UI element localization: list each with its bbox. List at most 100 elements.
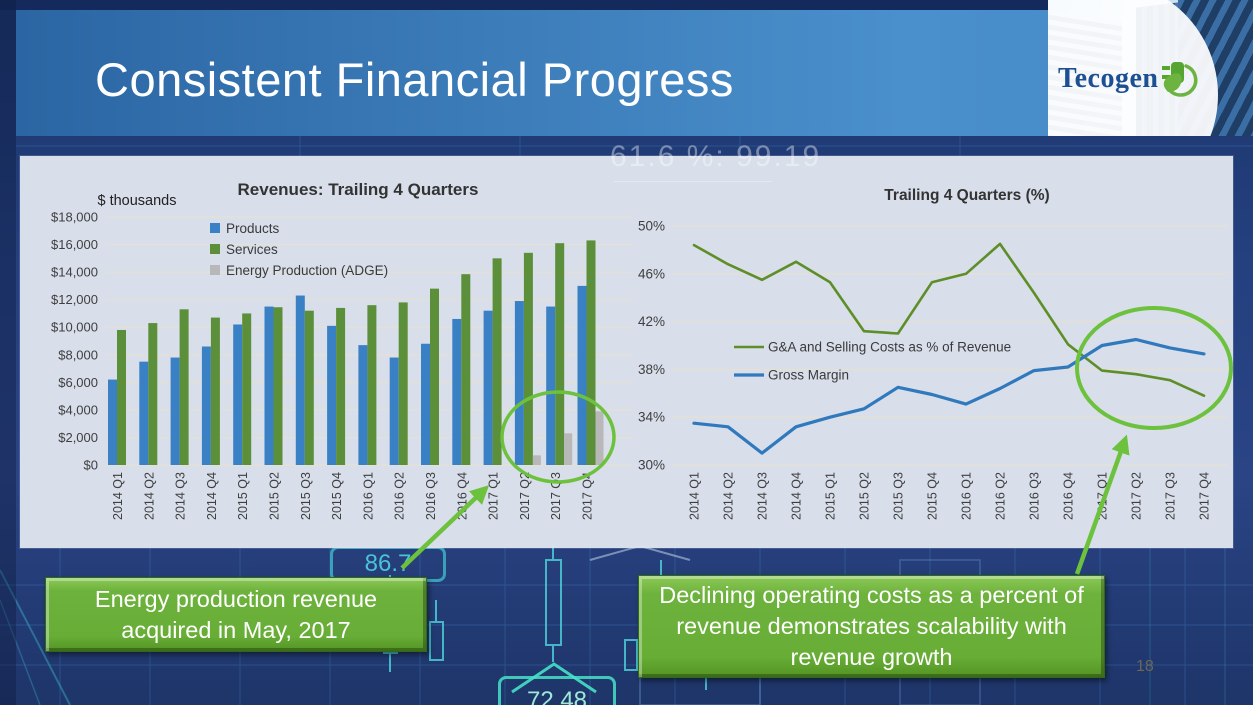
x-tick-label: 2017 Q4: [1198, 472, 1212, 520]
bar-services-2014-q1: [117, 329, 126, 465]
x-tick-label: 2017 Q1: [487, 472, 501, 520]
bar-services-2017-q1: [492, 258, 502, 465]
legend-label: Products: [226, 221, 280, 236]
bar-products-2014-q2: [139, 361, 149, 465]
x-tick-label: 2014 Q1: [111, 472, 125, 520]
y-tick-label: $14,000: [51, 265, 98, 280]
bar-services-2016-q2: [398, 302, 408, 465]
bar-chart-unit-label: $ thousands: [97, 193, 176, 209]
bar-products-2015-q3: [295, 295, 305, 465]
callout-energy-production: Energy production revenue acquired in Ma…: [45, 577, 427, 652]
y-tick-label: 42%: [638, 314, 665, 329]
legend-swatch: [210, 265, 220, 275]
bar-products-2016-q1: [358, 345, 368, 465]
x-tick-label: 2015 Q1: [824, 472, 838, 520]
background-ticker-text: 61.6 %: 99.19: [610, 140, 822, 173]
background-ticker-underline: [614, 181, 772, 182]
bar-services-2015-q1: [242, 313, 252, 465]
x-tick-label: 2014 Q2: [722, 472, 736, 520]
bar-products-2017-q4: [577, 285, 587, 465]
bar-services-2014-q4: [210, 317, 220, 465]
revenue-bar-chart: $0 $2,000 $4,000 $6,000 $8,000 $10,000 $12,000…: [51, 180, 632, 520]
x-tick-label: 2014 Q4: [790, 472, 804, 520]
bar-products-2015-q2: [264, 306, 274, 465]
bar-products-2016-q3: [421, 343, 430, 465]
bar-products-2014-q3: [170, 357, 180, 465]
x-tick-label: 2014 Q4: [205, 472, 219, 520]
y-tick-label: $10,000: [51, 320, 98, 335]
x-tick-label: 2017 Q3: [549, 472, 563, 520]
callout-operating-costs-text: Declining operating costs as a percent o…: [659, 582, 1084, 670]
bar-services-2017-q3: [555, 243, 565, 465]
y-tick-label: $12,000: [51, 292, 98, 307]
y-tick-label: 34%: [638, 410, 665, 425]
x-tick-label: 2015 Q3: [299, 472, 313, 520]
x-tick-label: 2014 Q1: [688, 472, 702, 520]
bar-services-2016-q3: [430, 288, 439, 465]
x-tick-label: 2017 Q1: [1096, 472, 1110, 520]
bar-energy-2017-q4: [595, 411, 604, 465]
bar-chart-title: Revenues: Trailing 4 Quarters: [238, 180, 479, 199]
x-tick-label: 2014 Q3: [756, 472, 770, 520]
x-tick-label: 2017 Q4: [581, 472, 595, 520]
header-band: Consistent Financial Progress: [16, 10, 1253, 136]
bar-services-2017-q4: [586, 240, 596, 465]
bar-products-2014-q1: [108, 379, 117, 465]
tecogen-logo-text: Tecogen: [1058, 63, 1159, 94]
bar-energy-2017-q3: [564, 433, 573, 465]
bar-services-2015-q3: [304, 310, 314, 465]
y-tick-label: $8,000: [58, 347, 98, 362]
x-tick-label: 2014 Q3: [174, 472, 188, 520]
legend-label: Energy Production (ADGE): [226, 263, 388, 278]
x-tick-label: 2016 Q2: [393, 472, 407, 520]
bar-energy-2017-q2: [532, 455, 541, 465]
callout-operating-costs: Declining operating costs as a percent o…: [638, 575, 1105, 678]
margin-line-chart: 30% 34% 38% 42% 46% 50% 2014 Q1 2014 Q2 2014 Q3 2…: [638, 187, 1228, 520]
slide-title: Consistent Financial Progress: [95, 53, 734, 106]
bar-series-0: [108, 285, 587, 465]
bar-services-2016-q1: [367, 305, 377, 465]
y-tick-label: $18,000: [51, 210, 98, 225]
y-tick-label: 50%: [638, 219, 665, 234]
x-tick-label: 2016 Q4: [455, 472, 469, 520]
legend-swatch: [210, 244, 220, 254]
x-tick-label: 2016 Q4: [1062, 472, 1076, 520]
y-tick-label: 46%: [638, 266, 665, 281]
tecogen-logo: Tecogen: [1058, 58, 1200, 100]
x-tick-label: 2017 Q3: [1164, 472, 1178, 520]
y-tick-label: $6,000: [58, 375, 98, 390]
line-chart-title: Trailing 4 Quarters (%): [884, 187, 1049, 204]
x-tick-label: 2016 Q3: [424, 472, 438, 520]
tecogen-plug-leaf-icon: [1162, 62, 1198, 97]
y-tick-label: $2,000: [58, 430, 98, 445]
x-tick-label: 2015 Q3: [892, 472, 906, 520]
bar-services-2014-q2: [148, 323, 158, 465]
x-tick-label: 2015 Q1: [236, 472, 250, 520]
callout-energy-production-text: Energy production revenue acquired in Ma…: [94, 585, 378, 643]
bar-products-2016-q4: [452, 318, 462, 465]
x-tick-label: 2015 Q4: [926, 472, 940, 520]
x-tick-label: 2014 Q2: [142, 472, 156, 520]
legend-label: Services: [226, 242, 278, 257]
x-tick-label: 2017 Q2: [1130, 472, 1144, 520]
top-edge-strip: [0, 0, 1253, 10]
charts-canvas: $0 $2,000 $4,000 $6,000 $8,000 $10,000 $12,000…: [51, 180, 1228, 520]
bar-products-2015-q1: [233, 324, 243, 465]
bar-products-2014-q4: [201, 346, 211, 465]
background-price-label-bottom: 72.48: [498, 676, 616, 705]
bar-services-2017-q2: [523, 252, 533, 465]
chart-panel: $0 $2,000 $4,000 $6,000 $8,000 $10,000 $12,000…: [20, 156, 1233, 548]
x-tick-label: 2015 Q2: [858, 472, 872, 520]
x-tick-label: 2016 Q1: [361, 472, 375, 520]
y-tick-label: $0: [84, 458, 98, 473]
x-tick-label: 2016 Q1: [960, 472, 974, 520]
bar-products-2015-q4: [327, 325, 337, 465]
bar-services-2016-q4: [461, 274, 471, 465]
skyline-photo: Tecogen: [1048, 0, 1253, 136]
bar-products-2017-q3: [546, 306, 556, 465]
legend-swatch: [210, 223, 220, 233]
left-edge-strip: [0, 0, 16, 705]
line-series-1: [692, 337, 1206, 455]
legend-label: Gross Margin: [768, 368, 849, 383]
